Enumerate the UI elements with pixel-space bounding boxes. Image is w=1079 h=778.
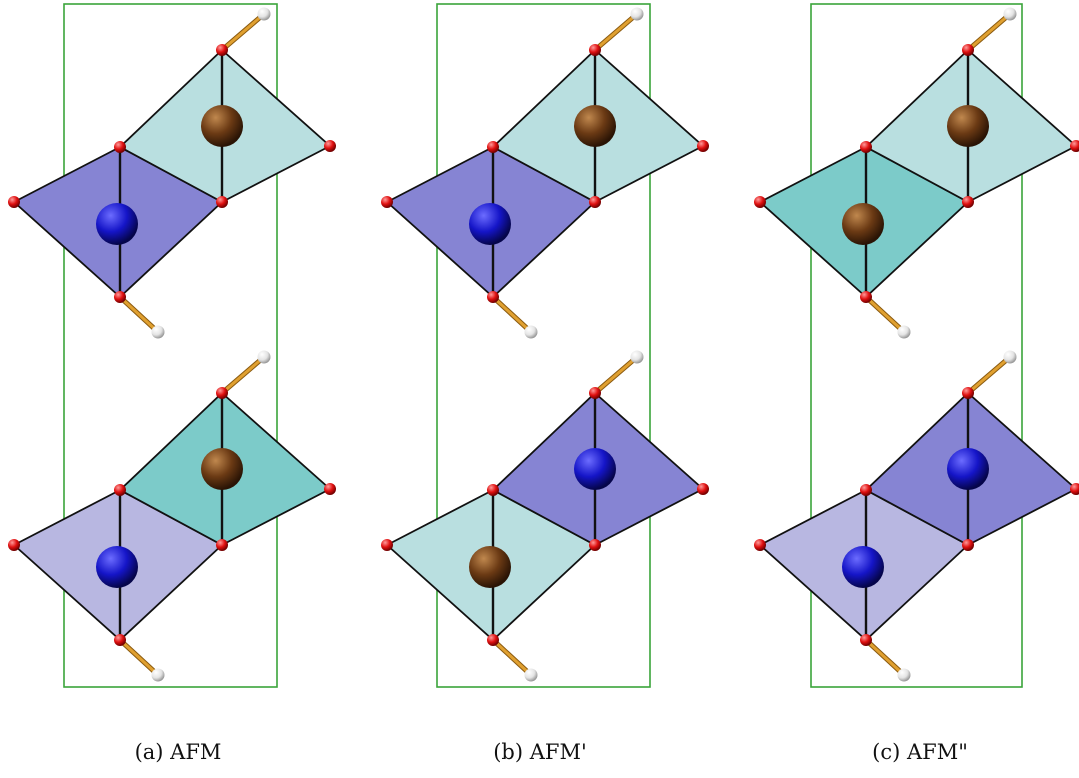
oh-bond <box>864 638 906 677</box>
polyhedra-block-upper <box>8 7 336 339</box>
oh-bond <box>220 12 266 52</box>
blue-metal-atom <box>842 546 884 588</box>
oxygen-atom <box>754 196 766 208</box>
oxygen-atom <box>324 483 336 495</box>
oxygen-atom <box>860 141 872 153</box>
blue-metal-atom <box>574 448 616 490</box>
oh-bond <box>966 12 1012 52</box>
brown-metal-atom <box>201 105 243 147</box>
oxygen-atom <box>487 291 499 303</box>
oxygen-atom <box>754 539 766 551</box>
oxygen-atom <box>962 539 974 551</box>
caption-a: (a) AFM <box>134 740 222 764</box>
blue-metal-atom <box>469 203 511 245</box>
hydrogen-atom <box>257 7 271 21</box>
oxygen-atom <box>860 291 872 303</box>
polyhedra-block-lower <box>381 350 709 682</box>
oxygen-atom <box>860 634 872 646</box>
brown-metal-atom <box>469 546 511 588</box>
oxygen-atom <box>589 387 601 399</box>
oxygen-atom <box>962 387 974 399</box>
oh-bond <box>118 295 160 334</box>
blue-metal-atom <box>947 448 989 490</box>
oxygen-atom <box>216 44 228 56</box>
brown-metal-atom <box>574 105 616 147</box>
oxygen-atom <box>697 483 709 495</box>
oxygen-atom <box>860 484 872 496</box>
caption-c: (c) AFM" <box>872 740 968 764</box>
oxygen-atom <box>8 539 20 551</box>
oxygen-atom <box>381 539 393 551</box>
panel-a <box>8 3 336 688</box>
hydrogen-atom <box>630 350 644 364</box>
brown-metal-atom <box>201 448 243 490</box>
oxygen-atom <box>589 539 601 551</box>
hydrogen-atom <box>151 668 165 682</box>
oxygen-atom <box>589 196 601 208</box>
caption-b: (b) AFM' <box>493 740 587 764</box>
oxygen-atom <box>114 634 126 646</box>
unit-cell-frame <box>436 3 651 688</box>
oxygen-atom <box>114 141 126 153</box>
oxygen-atom <box>216 539 228 551</box>
oxygen-atom <box>1070 483 1079 495</box>
oxygen-atom <box>487 141 499 153</box>
brown-metal-atom <box>947 105 989 147</box>
panel-c <box>754 3 1079 688</box>
oxygen-atom <box>1070 140 1079 152</box>
hydrogen-atom <box>630 7 644 21</box>
polyhedra-block-lower <box>754 350 1079 682</box>
oxygen-atom <box>487 634 499 646</box>
oxygen-atom <box>8 196 20 208</box>
oxygen-atom <box>697 140 709 152</box>
oh-bond <box>118 638 160 677</box>
hydrogen-atom <box>1003 7 1017 21</box>
hydrogen-atom <box>1003 350 1017 364</box>
oh-bond <box>864 295 906 334</box>
blue-metal-atom <box>96 203 138 245</box>
hydrogen-atom <box>257 350 271 364</box>
hydrogen-atom <box>897 668 911 682</box>
oh-bond <box>220 355 266 395</box>
oxygen-atom <box>962 196 974 208</box>
blue-metal-atom <box>96 546 138 588</box>
oh-bond <box>593 12 639 52</box>
oh-bond <box>966 355 1012 395</box>
oxygen-atom <box>381 196 393 208</box>
unit-cell-frame <box>810 3 1023 688</box>
polyhedra-block-lower <box>8 350 336 682</box>
oxygen-atom <box>114 484 126 496</box>
hydrogen-atom <box>524 325 538 339</box>
oxygen-atom <box>589 44 601 56</box>
oh-bond <box>593 355 639 395</box>
panels-layer <box>8 3 1079 688</box>
brown-metal-atom <box>842 203 884 245</box>
oxygen-atom <box>216 387 228 399</box>
oxygen-atom <box>962 44 974 56</box>
panel-b <box>381 3 709 688</box>
oxygen-atom <box>324 140 336 152</box>
oh-bond <box>491 295 533 334</box>
unit-cell-frame <box>63 3 278 688</box>
hydrogen-atom <box>897 325 911 339</box>
hydrogen-atom <box>151 325 165 339</box>
oh-bond <box>491 638 533 677</box>
oxygen-atom <box>114 291 126 303</box>
hydrogen-atom <box>524 668 538 682</box>
polyhedra-block-upper <box>381 7 709 339</box>
polyhedra-block-upper <box>754 7 1079 339</box>
oxygen-atom <box>216 196 228 208</box>
oxygen-atom <box>487 484 499 496</box>
